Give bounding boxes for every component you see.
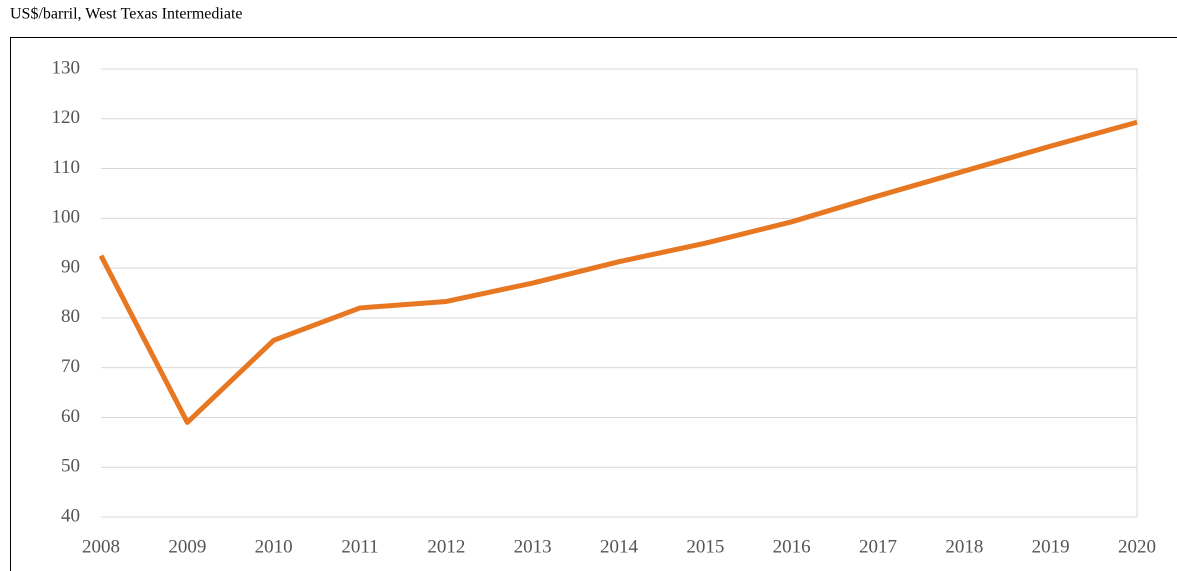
y-tick-label: 110 (52, 157, 80, 178)
x-tick-label: 2018 (945, 536, 983, 557)
x-tick-label: 2008 (82, 536, 120, 557)
y-tick-label: 80 (61, 306, 80, 327)
x-tick-label: 2010 (255, 536, 293, 557)
x-tick-label: 2016 (773, 536, 811, 557)
y-tick-label: 40 (61, 505, 80, 526)
x-tick-label: 2012 (427, 536, 465, 557)
chart-title: US$/barril, West Texas Intermediate (10, 6, 243, 23)
data-line (98, 119, 1138, 425)
x-tick-label: 2020 (1118, 536, 1156, 557)
y-tick-label: 90 (61, 256, 80, 277)
x-tick-label: 2015 (686, 536, 724, 557)
y-tick-label: 50 (61, 456, 80, 477)
x-tick-label: 2019 (1032, 536, 1070, 557)
y-tick-label: 120 (52, 107, 81, 128)
x-tick-label: 2013 (514, 536, 552, 557)
frame (10, 37, 1177, 571)
y-tick-label: 60 (61, 406, 80, 427)
x-tick-label: 2011 (341, 536, 378, 557)
y-tick-label: 130 (52, 57, 81, 78)
y-tick-label: 100 (52, 207, 81, 228)
x-tick-label: 2017 (859, 536, 897, 557)
y-tick-label: 70 (61, 356, 80, 377)
x-tick-label: 2014 (600, 536, 639, 557)
x-tick-label: 2009 (168, 536, 206, 557)
